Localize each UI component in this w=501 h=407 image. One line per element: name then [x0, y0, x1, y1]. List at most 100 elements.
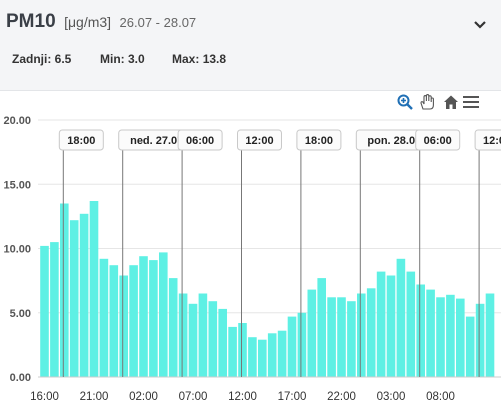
chart-header: PM10 [μg/m3] 26.07 - 28.07 Zadnji: 6.5 M…: [0, 0, 501, 91]
x-tick-label: 02:00: [129, 391, 158, 403]
bar: [149, 260, 158, 377]
x-tick-label: 22:00: [327, 391, 356, 403]
marker-label-box: [296, 129, 342, 151]
stat-max: Max: 13.8: [172, 52, 226, 66]
bar: [475, 303, 485, 377]
bar: [168, 278, 178, 377]
marker-label-text: 12:00: [245, 135, 273, 147]
pan-hand-icon[interactable]: [418, 93, 436, 111]
bar: [139, 256, 148, 377]
menu-icon[interactable]: [462, 93, 480, 111]
bar: [119, 275, 128, 377]
stat-min: Min: 3.0: [100, 52, 145, 66]
marker-label-box: [58, 129, 104, 151]
y-tick-label: 20.00: [3, 115, 31, 127]
bar: [258, 339, 267, 377]
x-tick-label: 17:00: [278, 391, 307, 403]
bar: [416, 284, 425, 377]
bar: [426, 289, 435, 377]
bar: [248, 337, 257, 377]
bar: [366, 288, 376, 377]
x-tick-label: 07:00: [179, 391, 208, 403]
bar: [99, 258, 109, 377]
marker-label: pon. 28.07: [355, 129, 433, 151]
y-tick-label: 5.00: [10, 308, 31, 320]
marker-label-text: ned. 27.07: [130, 135, 183, 147]
bar: [446, 294, 455, 377]
marker-label-text: 18:00: [67, 135, 95, 147]
bar: [69, 220, 79, 377]
stat-min-value: 3.0: [128, 52, 145, 66]
bar: [317, 278, 326, 377]
bar: [386, 275, 396, 377]
y-tick-label: 15.00: [3, 179, 31, 191]
x-tick-label: 03:00: [377, 391, 406, 403]
y-tick-label: 10.00: [3, 244, 31, 256]
stat-last-value: 6.5: [54, 52, 72, 66]
x-tick-label: 12:00: [228, 391, 257, 403]
bar: [267, 333, 277, 377]
bar: [89, 201, 99, 377]
bar: [436, 297, 445, 377]
marker-label: 18:00: [296, 129, 342, 151]
bar: [277, 330, 287, 377]
bar: [327, 297, 336, 377]
bar: [357, 293, 366, 377]
marker-label-text: 06:00: [424, 135, 452, 147]
bar: [376, 271, 386, 377]
bar: [307, 289, 317, 377]
bar: [218, 308, 227, 377]
marker-label-box: [474, 129, 501, 151]
marker-label: 12:00: [237, 129, 282, 151]
stat-min-label: Min:: [100, 52, 125, 66]
bar: [60, 203, 69, 377]
stat-max-label: Max:: [172, 52, 200, 66]
home-icon[interactable]: [442, 93, 460, 111]
x-tick-label: 16:00: [30, 391, 59, 403]
zoom-in-icon[interactable]: [396, 93, 414, 111]
bar: [109, 265, 119, 377]
marker-label-box: [177, 129, 223, 151]
stat-last: Zadnji: 6.5: [12, 52, 71, 66]
bar: [178, 293, 188, 377]
bar: [159, 252, 168, 377]
bar: [40, 245, 49, 377]
y-tick-label: 0.00: [10, 372, 31, 384]
marker-label-box: [415, 129, 461, 151]
bar: [208, 301, 218, 377]
bar: [406, 271, 416, 377]
date-range: 26.07 - 28.07: [119, 15, 197, 30]
x-tick-label: 08:00: [426, 391, 455, 403]
marker-label-box: [237, 129, 282, 151]
bar: [238, 323, 247, 377]
bar: [228, 326, 237, 377]
stat-max-value: 13.8: [202, 52, 227, 66]
chart-unit: [μg/m3]: [64, 14, 112, 30]
bar: [287, 316, 297, 377]
bar: [198, 293, 208, 377]
marker-label-text: pon. 28.07: [367, 135, 421, 147]
bar: [297, 312, 307, 378]
stat-last-label: Zadnji:: [12, 52, 52, 66]
marker-label: 06:00: [177, 129, 223, 151]
bar: [465, 316, 475, 377]
bar: [79, 213, 89, 377]
bar: [396, 258, 406, 377]
bar: [188, 303, 198, 377]
marker-label: ned. 27.07: [118, 129, 196, 151]
chart-title: PM10: [6, 11, 56, 32]
x-tick-label: 21:00: [80, 391, 109, 403]
marker-label-text: 06:00: [186, 135, 214, 147]
bar: [337, 297, 346, 377]
bar: [456, 298, 465, 377]
bar: [347, 301, 356, 377]
bar: [50, 242, 59, 377]
marker-label: 06:00: [415, 129, 461, 151]
marker-label-text: 18:00: [305, 135, 333, 147]
chevron-down-icon[interactable]: [473, 18, 487, 32]
marker-label-text: 12:00: [483, 135, 501, 147]
marker-label: 18:00: [58, 129, 104, 151]
marker-label: 12:00: [474, 129, 501, 151]
bar: [129, 265, 138, 377]
